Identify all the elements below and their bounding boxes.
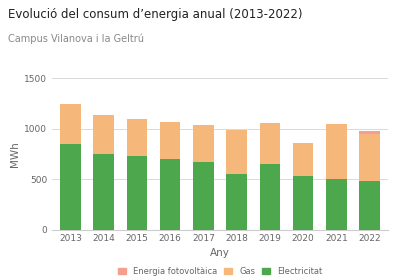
- Bar: [326, 124, 347, 179]
- Bar: [359, 181, 380, 230]
- Legend: Energia fotovoltàica, Gas, Electricitat: Energia fotovoltàica, Gas, Electricitat: [118, 267, 322, 276]
- Bar: [193, 125, 214, 162]
- Bar: [60, 144, 81, 230]
- Bar: [359, 134, 380, 181]
- Y-axis label: MWh: MWh: [10, 141, 20, 167]
- Bar: [226, 174, 247, 230]
- Bar: [293, 176, 314, 230]
- Bar: [93, 154, 114, 230]
- Bar: [126, 119, 147, 156]
- Bar: [126, 156, 147, 230]
- Bar: [326, 179, 347, 230]
- Bar: [160, 122, 180, 159]
- Bar: [260, 164, 280, 230]
- Text: Evolució del consum d’energia anual (2013-2022): Evolució del consum d’energia anual (201…: [8, 8, 302, 21]
- Bar: [359, 131, 380, 134]
- Bar: [160, 159, 180, 230]
- Text: Campus Vilanova i la Geltrú: Campus Vilanova i la Geltrú: [8, 34, 144, 44]
- Bar: [260, 123, 280, 164]
- Bar: [293, 143, 314, 176]
- Bar: [93, 115, 114, 154]
- Bar: [60, 104, 81, 144]
- X-axis label: Any: Any: [210, 248, 230, 258]
- Bar: [226, 130, 247, 174]
- Bar: [193, 162, 214, 230]
